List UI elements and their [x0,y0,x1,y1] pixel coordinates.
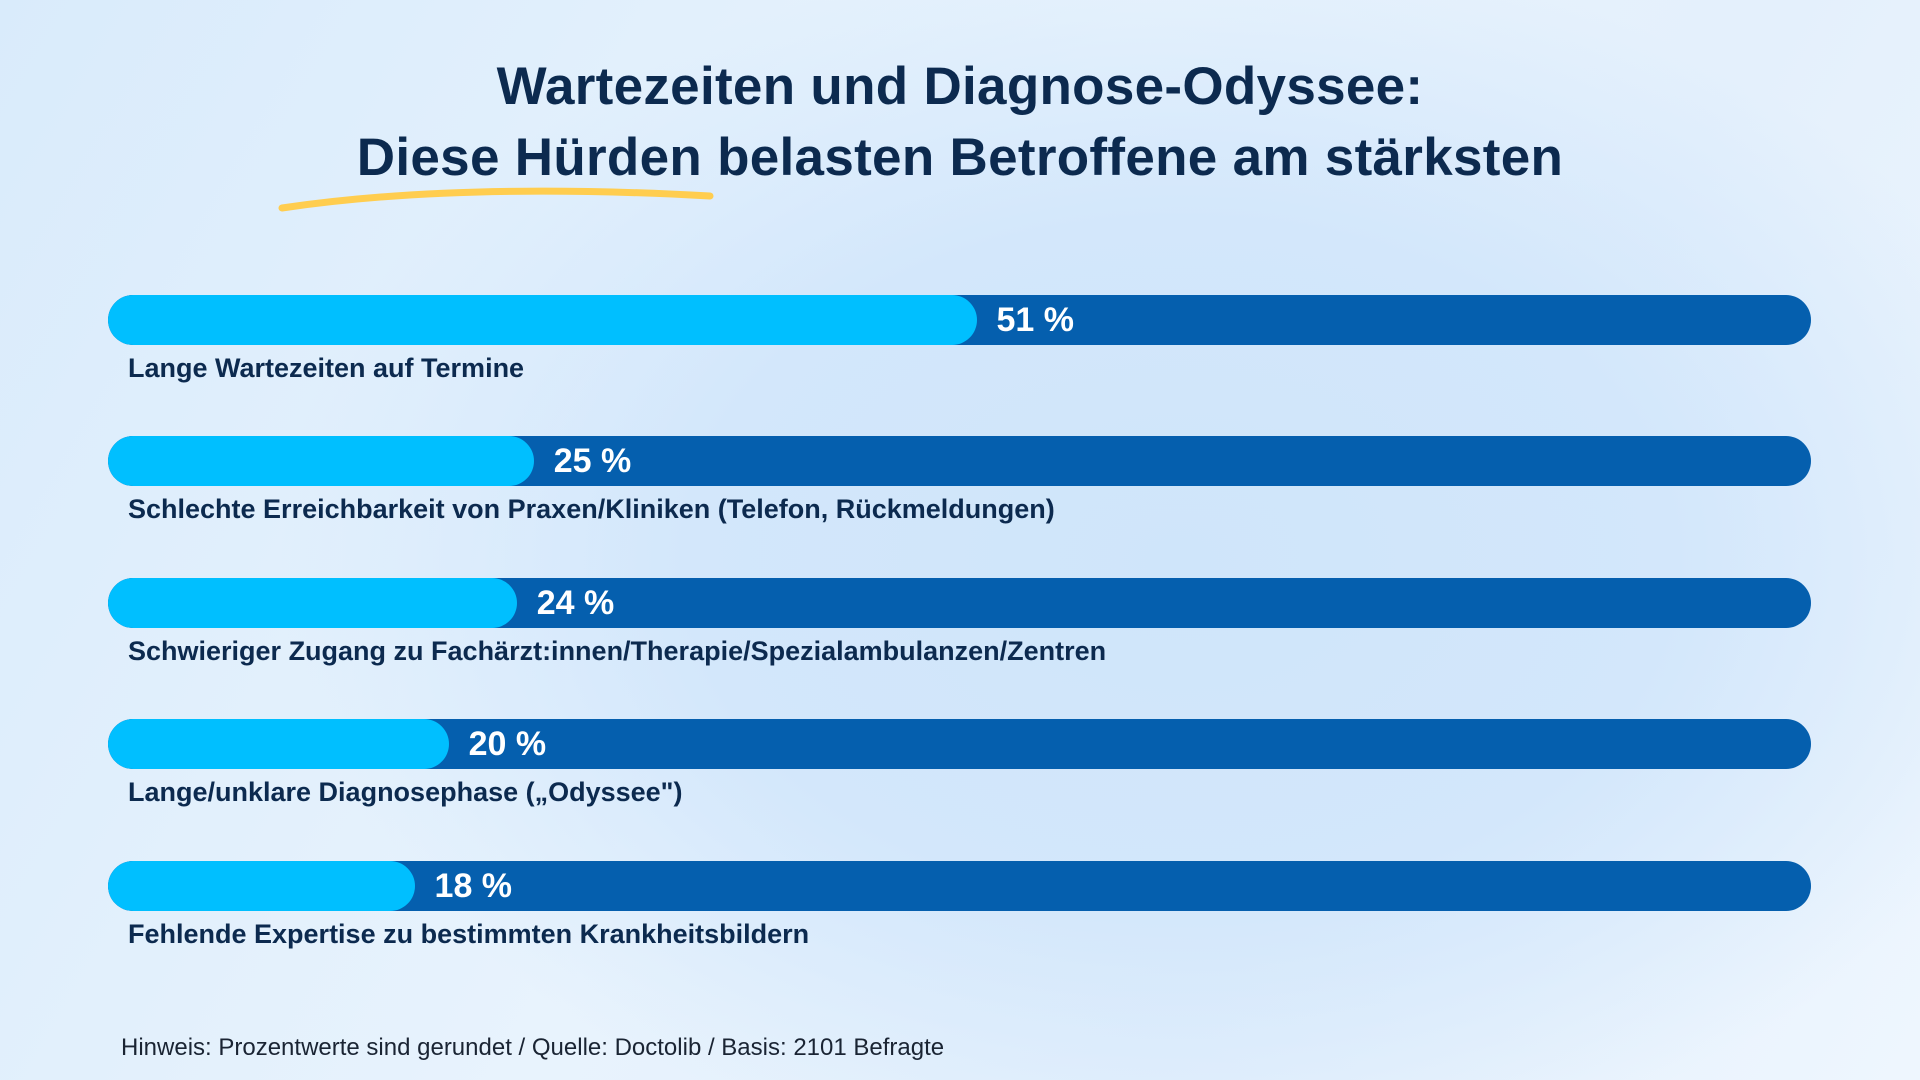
bar-track: 51 % [108,295,1811,345]
bar-track: 20 % [108,719,1811,770]
bar-row: 25 % Schlechte Erreichbarkeit von Praxen/… [108,436,1811,524]
bar-track: 18 % [108,860,1811,911]
data-label: 20 % [468,725,547,764]
bar-fill [108,295,977,345]
footnote: Hinweis: Prozentwerte sind gerundet / Qu… [121,1034,945,1061]
bar-fill [108,860,415,911]
bar-fill [108,719,449,770]
data-label: 18 % [434,866,513,905]
data-label: 51 % [996,301,1075,339]
bar-fill [108,436,534,487]
bar-track: 25 % [108,436,1811,487]
category-label: Lange/unklare Diagnosephase („Odyssee") [128,777,683,808]
category-label: Lange Wartezeiten auf Termine [128,353,525,383]
category-label: Schlechte Erreichbarkeit von Praxen/Klin… [128,494,1055,525]
category-label: Schwieriger Zugang zu Fachärzt:innen/The… [128,635,1107,666]
chart-title: Wartezeiten und Diagnose-Odyssee: [496,57,1424,116]
bar-row: 51 % Lange Wartezeiten auf Termine [108,295,1811,383]
bar-row: 18 % Fehlende Expertise zu bestimmten Kra… [108,860,1811,949]
category-label: Fehlende Expertise zu bestimmten Krankhe… [128,918,810,949]
highlight-underline [278,187,714,212]
data-label: 24 % [536,583,615,622]
chart-subtitle: Diese Hürden belasten Betroffene am stär… [356,128,1564,187]
bar-track: 24 % [108,577,1811,628]
data-label: 25 % [553,442,632,481]
bar-row: 24 % Schwieriger Zugang zu Fachärzt:innen… [108,577,1811,666]
bar-row: 20 % Lange/unklare Diagnosephase („Odysse… [108,719,1811,807]
bar-fill [108,577,517,628]
